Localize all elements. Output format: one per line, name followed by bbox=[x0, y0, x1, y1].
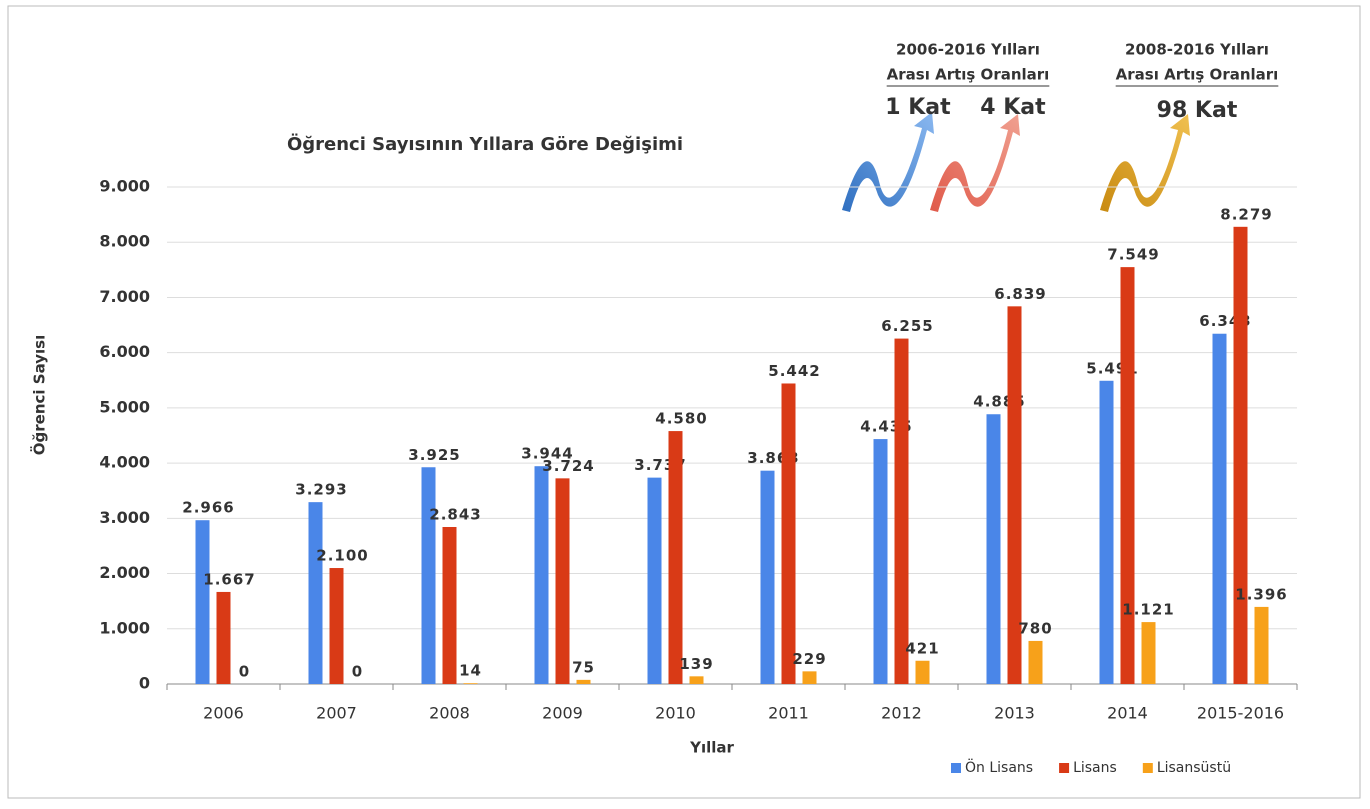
value-label: 75 bbox=[572, 658, 595, 676]
value-label: 780 bbox=[1018, 619, 1052, 637]
y-tick-label: 5.000 bbox=[99, 397, 150, 416]
x-tick-label: 2008 bbox=[429, 704, 470, 723]
legend-label: Lisans bbox=[1073, 760, 1117, 776]
x-tick-label: 2011 bbox=[768, 704, 809, 723]
bar bbox=[1029, 641, 1043, 684]
bar bbox=[987, 414, 1001, 684]
chart: Öğrenci Sayısının Yıllara Göre Değişimi … bbox=[0, 0, 1370, 805]
bar bbox=[782, 383, 796, 684]
bar bbox=[217, 592, 231, 684]
bar bbox=[535, 466, 549, 684]
x-axis-label: Yıllar bbox=[689, 739, 734, 757]
value-label: 2.843 bbox=[429, 506, 481, 524]
x-tick-label: 2015-2016 bbox=[1197, 704, 1284, 723]
value-label: 3.293 bbox=[295, 481, 347, 499]
value-label: 229 bbox=[792, 650, 826, 668]
y-tick-label: 1.000 bbox=[99, 618, 150, 637]
value-label: 2.100 bbox=[316, 547, 368, 565]
x-tick-label: 2010 bbox=[655, 704, 696, 723]
value-label: 3.925 bbox=[408, 446, 460, 464]
y-tick-label: 2.000 bbox=[99, 563, 150, 582]
value-label: 14 bbox=[459, 662, 482, 680]
bar bbox=[443, 527, 457, 684]
annotation-title: Arası Artış Oranları bbox=[887, 66, 1050, 84]
bar bbox=[1100, 381, 1114, 684]
bar bbox=[669, 431, 683, 684]
bar bbox=[309, 502, 323, 684]
legend-swatch bbox=[1143, 763, 1153, 773]
annotation-label: 1 Kat bbox=[885, 95, 951, 120]
bar bbox=[1255, 607, 1269, 684]
annotation-title: 2008-2016 Yılları bbox=[1125, 41, 1269, 59]
value-label: 0 bbox=[352, 663, 363, 681]
value-label: 421 bbox=[905, 639, 939, 657]
x-tick-label: 2006 bbox=[203, 704, 244, 723]
bar bbox=[1213, 334, 1227, 684]
bar bbox=[1142, 622, 1156, 684]
value-label: 8.279 bbox=[1220, 205, 1272, 223]
value-label: 2.966 bbox=[182, 499, 234, 517]
bar bbox=[330, 568, 344, 684]
annotation-label: 4 Kat bbox=[980, 95, 1046, 120]
annotation-title: 2006-2016 Yılları bbox=[896, 41, 1040, 59]
value-label: 3.724 bbox=[542, 457, 594, 475]
legend-label: Lisansüstü bbox=[1157, 760, 1231, 776]
bar bbox=[1234, 227, 1248, 684]
value-label: 1.121 bbox=[1122, 601, 1174, 619]
value-label: 6.255 bbox=[881, 317, 933, 335]
value-label: 1.667 bbox=[203, 570, 255, 588]
bar bbox=[556, 478, 570, 684]
bar bbox=[422, 467, 436, 684]
bar bbox=[648, 478, 662, 684]
chart-title: Öğrenci Sayısının Yıllara Göre Değişimi bbox=[287, 133, 683, 155]
bar bbox=[196, 520, 210, 684]
arrow-decor bbox=[835, 112, 1200, 212]
bar bbox=[761, 471, 775, 684]
bar bbox=[577, 680, 591, 684]
y-tick-label: 0 bbox=[139, 674, 150, 693]
x-tick-label: 2013 bbox=[994, 704, 1035, 723]
frame bbox=[8, 6, 1360, 798]
value-label: 4.580 bbox=[655, 410, 707, 428]
value-label: 6.839 bbox=[994, 285, 1046, 303]
value-label: 7.549 bbox=[1107, 246, 1159, 264]
y-tick-label: 3.000 bbox=[99, 508, 150, 527]
y-tick-label: 6.000 bbox=[99, 342, 150, 361]
bar bbox=[1121, 267, 1135, 684]
bar bbox=[895, 339, 909, 684]
y-axis-label: Öğrenci Sayısı bbox=[30, 335, 49, 455]
bar bbox=[464, 683, 478, 684]
y-tick-label: 4.000 bbox=[99, 453, 150, 472]
value-label: 0 bbox=[239, 663, 250, 681]
bar bbox=[916, 661, 930, 684]
x-tick-label: 2014 bbox=[1107, 704, 1148, 723]
bar bbox=[690, 676, 704, 684]
y-tick-label: 7.000 bbox=[99, 287, 150, 306]
annotation-title: Arası Artış Oranları bbox=[1116, 66, 1279, 84]
legend-label: Ön Lisans bbox=[965, 758, 1033, 776]
legend-swatch bbox=[951, 763, 961, 773]
value-label: 5.442 bbox=[768, 362, 820, 380]
x-tick-label: 2009 bbox=[542, 704, 583, 723]
bar bbox=[874, 439, 888, 684]
value-label: 139 bbox=[679, 655, 713, 673]
x-tick-label: 2007 bbox=[316, 704, 357, 723]
legend-swatch bbox=[1059, 763, 1069, 773]
bar bbox=[803, 671, 817, 684]
y-tick-label: 9.000 bbox=[99, 177, 150, 196]
y-tick-label: 8.000 bbox=[99, 232, 150, 251]
value-label: 1.396 bbox=[1235, 585, 1287, 603]
x-tick-label: 2012 bbox=[881, 704, 922, 723]
annotation-label: 98 Kat bbox=[1157, 98, 1238, 123]
